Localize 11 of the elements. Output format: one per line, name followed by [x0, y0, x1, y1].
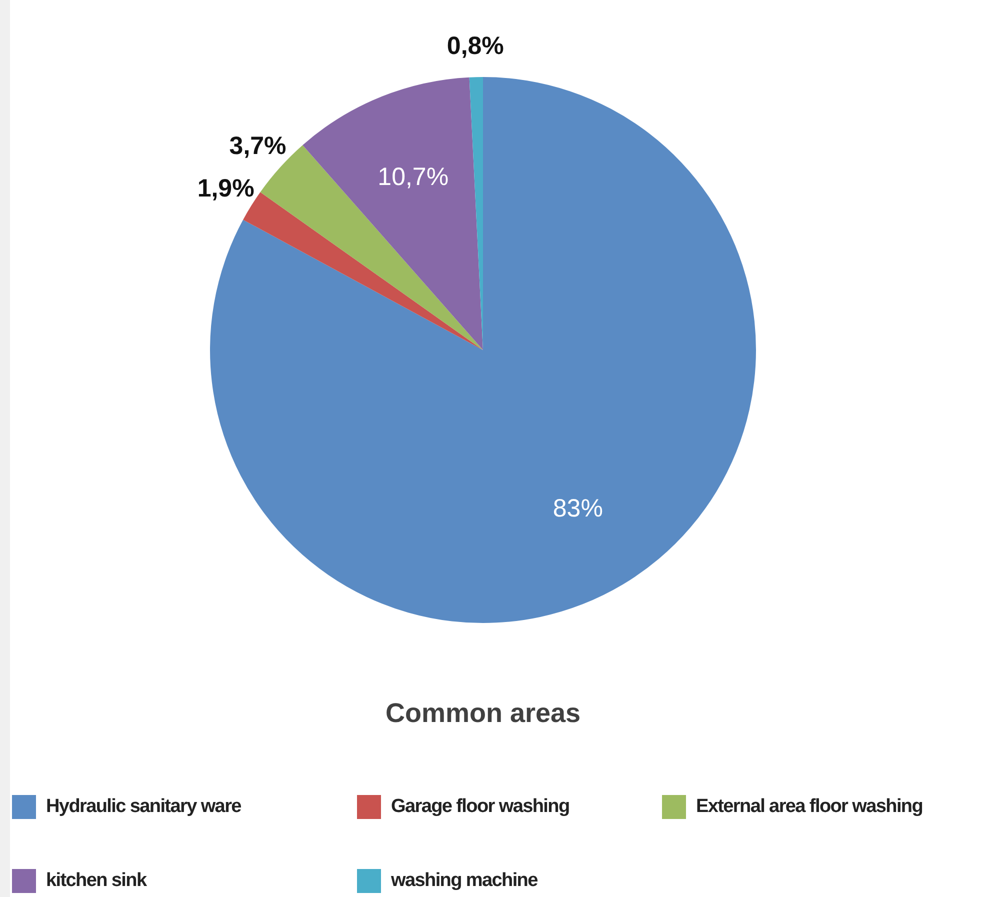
legend-label: Garage floor washing: [391, 796, 570, 818]
legend-label: washing machine: [391, 870, 538, 892]
legend-label: Hydraulic sanitary ware: [46, 796, 241, 818]
data-label: 0,8%: [446, 32, 504, 60]
text: Common areas: [384, 698, 582, 729]
data-label: 3,7%: [229, 132, 286, 160]
data-label: 83%: [552, 494, 603, 522]
legend-label: External area floor washing: [696, 796, 923, 818]
data-label: 1,9%: [197, 174, 254, 203]
legend-label: kitchen sink: [46, 870, 146, 892]
data-label: 10,7%: [378, 162, 449, 191]
